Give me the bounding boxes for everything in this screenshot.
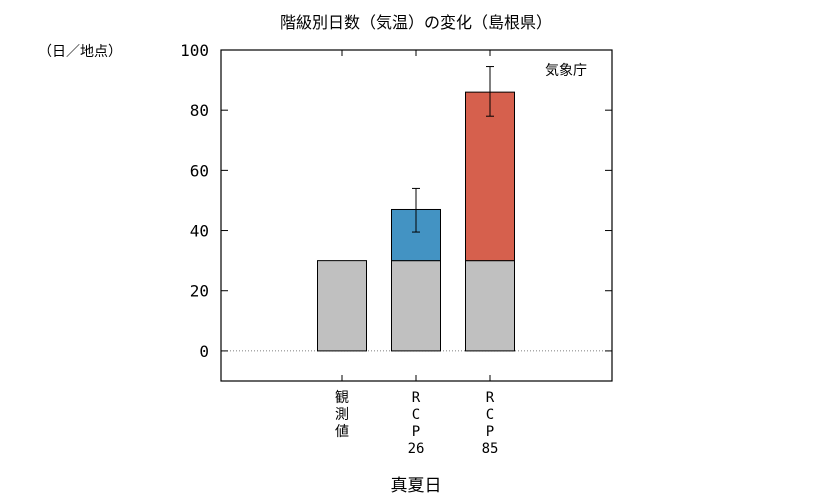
- x-tick-label: R: [486, 390, 495, 406]
- bar-base: [391, 260, 441, 352]
- y-tick-label: 100: [180, 41, 209, 60]
- bar-base: [465, 260, 515, 352]
- x-tick-label: 26: [408, 441, 425, 457]
- source-label: 気象庁: [545, 63, 587, 79]
- x-tick-label: P: [412, 424, 420, 440]
- plot-frame: [220, 49, 613, 382]
- x-tick-label: C: [486, 407, 494, 423]
- x-tick-label: 値: [335, 424, 349, 440]
- x-tick-label: 観: [335, 389, 349, 406]
- x-tick-label: R: [412, 390, 421, 406]
- x-tick-label: 測: [335, 407, 349, 423]
- y-tick-label: 0: [199, 342, 209, 361]
- y-tick-label: 80: [190, 101, 209, 120]
- x-tick-label: C: [412, 407, 420, 423]
- bar-base: [317, 260, 367, 352]
- y-tick-label: 60: [190, 161, 209, 180]
- x-axis-label: 真夏日: [391, 476, 442, 496]
- y-tick-label: 20: [190, 282, 209, 301]
- y-tick-label: 40: [190, 222, 209, 241]
- x-tick-label: P: [486, 424, 494, 440]
- x-tick-label: 85: [482, 441, 499, 457]
- y-axis-label: （日／地点）: [38, 44, 122, 60]
- chart-title: 階級別日数（気温）の変化（島根県）: [280, 13, 552, 32]
- bar-increase: [465, 91, 515, 262]
